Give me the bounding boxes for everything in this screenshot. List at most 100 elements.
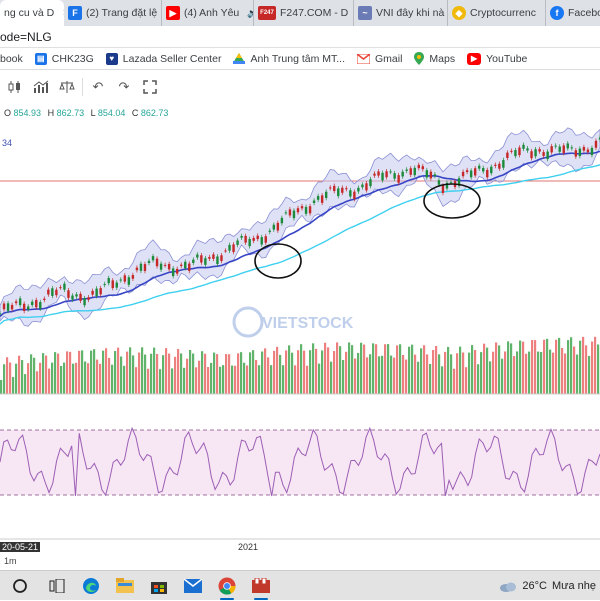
mail-icon[interactable]	[176, 571, 210, 601]
candle-body	[518, 147, 521, 156]
volume-bar	[474, 349, 477, 394]
volume-bar	[558, 337, 561, 394]
bookmark-maps[interactable]: Maps	[414, 52, 455, 65]
candle-body	[252, 237, 255, 241]
volume-bar	[552, 352, 555, 394]
bookmark-label: Anh Trung tâm MT...	[250, 52, 345, 65]
volume-bar	[435, 346, 438, 394]
snipping-tool-icon[interactable]	[244, 571, 278, 601]
store-icon[interactable]	[142, 571, 176, 601]
bookmark-chk23g[interactable]: ▤ CHK23G	[34, 52, 94, 65]
volume-bar	[270, 365, 273, 394]
volume-bar	[264, 348, 267, 394]
volume-bar	[18, 355, 21, 394]
undo-icon[interactable]: ↶	[92, 79, 104, 94]
candle-body	[204, 258, 207, 265]
tab-bar: ng cu và D ✕ F (2) Trang đặt lệ ✕ ▶ (4) …	[0, 0, 600, 26]
bookmark-label: book	[0, 52, 23, 65]
volume-bar	[498, 345, 501, 394]
tab-facebook[interactable]: f Faceboo	[546, 0, 600, 26]
chart-area[interactable]: O 854.93 H 862.73 L 854.04 C 862.73 34 V…	[0, 104, 600, 570]
volume-bar	[186, 358, 189, 394]
volume-bar	[450, 354, 453, 394]
candle-body	[594, 140, 598, 148]
timeframe-button[interactable]: 1m	[4, 556, 17, 566]
candle-body	[473, 168, 477, 176]
candle-body	[341, 187, 344, 193]
candle-body	[192, 259, 195, 263]
candle-body	[123, 275, 127, 282]
edge-icon[interactable]	[74, 571, 108, 601]
candle-body	[268, 230, 271, 232]
volume-bar	[72, 363, 75, 394]
bookmark-gmail[interactable]: Gmail	[357, 53, 402, 65]
volume-bar	[234, 365, 237, 394]
speaker-icon[interactable]: 🔈	[243, 8, 253, 19]
volume-bar	[273, 350, 276, 394]
bollinger-band	[0, 127, 600, 327]
volume-bar	[114, 351, 117, 394]
tab-crypto[interactable]: ◆ Cryptocurrenc ✕	[448, 0, 546, 26]
task-view-icon[interactable]	[40, 571, 74, 601]
ohlc-high: 862.73	[56, 108, 85, 118]
weather-widget[interactable]: 26°C Mưa nhẹ	[499, 580, 600, 592]
candle-body	[260, 237, 263, 245]
redo-icon[interactable]: ↷	[118, 79, 130, 94]
bookmark-youtube[interactable]: ▶ YouTube	[467, 52, 527, 65]
candle-body	[417, 164, 420, 169]
tab-label: Faceboo	[568, 7, 600, 19]
file-explorer-icon[interactable]	[108, 571, 142, 601]
volume-bar	[135, 367, 138, 394]
tab-active[interactable]: ng cu và D ✕	[0, 0, 64, 26]
volume-bar	[540, 351, 543, 394]
volume-bar	[81, 350, 84, 394]
volume-bar	[471, 345, 474, 394]
tab-youtube[interactable]: ▶ (4) Anh Yêu 🔈 ✕	[162, 0, 254, 26]
chrome-icon[interactable]	[210, 571, 244, 601]
close-icon[interactable]: ✕	[540, 8, 545, 19]
volume-bar	[579, 340, 582, 394]
volume-bar	[372, 343, 375, 394]
candle-body	[95, 288, 98, 297]
volume-bar	[318, 363, 321, 394]
volume-bar	[282, 365, 285, 394]
url-text[interactable]: ode=NLG	[0, 29, 52, 44]
price-chart[interactable]: VIETSTOCK	[0, 104, 600, 540]
volume-bar	[465, 367, 468, 394]
search-icon[interactable]	[0, 571, 40, 601]
volume-bar	[570, 337, 573, 394]
volume-bar	[30, 354, 33, 394]
bookmark-lazada[interactable]: ♥ Lazada Seller Center	[105, 52, 221, 65]
volume-bar	[447, 346, 450, 394]
indicators-icon[interactable]	[30, 76, 52, 98]
compare-icon[interactable]	[56, 76, 78, 98]
volume-bar	[9, 362, 12, 394]
address-bar[interactable]: ode=NLG	[0, 26, 600, 48]
volume-bar	[225, 354, 228, 394]
volume-bar	[27, 363, 30, 394]
volume-bar	[96, 359, 99, 394]
candle-body	[409, 168, 412, 175]
volume-bar	[246, 365, 249, 394]
volume-bar	[507, 341, 510, 394]
candle-body	[87, 297, 90, 300]
candles-icon[interactable]	[4, 76, 26, 98]
volume-bar	[252, 350, 255, 394]
tab-f247[interactable]: F247 F247.COM - D ✕	[254, 0, 354, 26]
close-icon[interactable]: ✕	[58, 8, 64, 19]
moving-average-fast	[0, 150, 600, 318]
tab-trang-dat-lenh[interactable]: F (2) Trang đặt lệ ✕	[64, 0, 162, 26]
fullscreen-icon[interactable]	[139, 76, 161, 98]
bookmark-drive[interactable]: Anh Trung tâm MT...	[233, 53, 345, 65]
candle-body	[558, 146, 561, 152]
candle-body	[51, 288, 54, 296]
bookmark-facebook[interactable]: book	[0, 53, 23, 65]
volume-bar	[555, 339, 558, 394]
volume-bar	[144, 354, 147, 394]
volume-bar	[567, 340, 570, 394]
candle-body	[91, 290, 94, 295]
volume-bar	[192, 353, 195, 394]
volume-bar	[12, 377, 15, 394]
tab-vni[interactable]: ~ VNI đây khi nà ✕	[354, 0, 448, 26]
candle-body	[441, 185, 445, 193]
